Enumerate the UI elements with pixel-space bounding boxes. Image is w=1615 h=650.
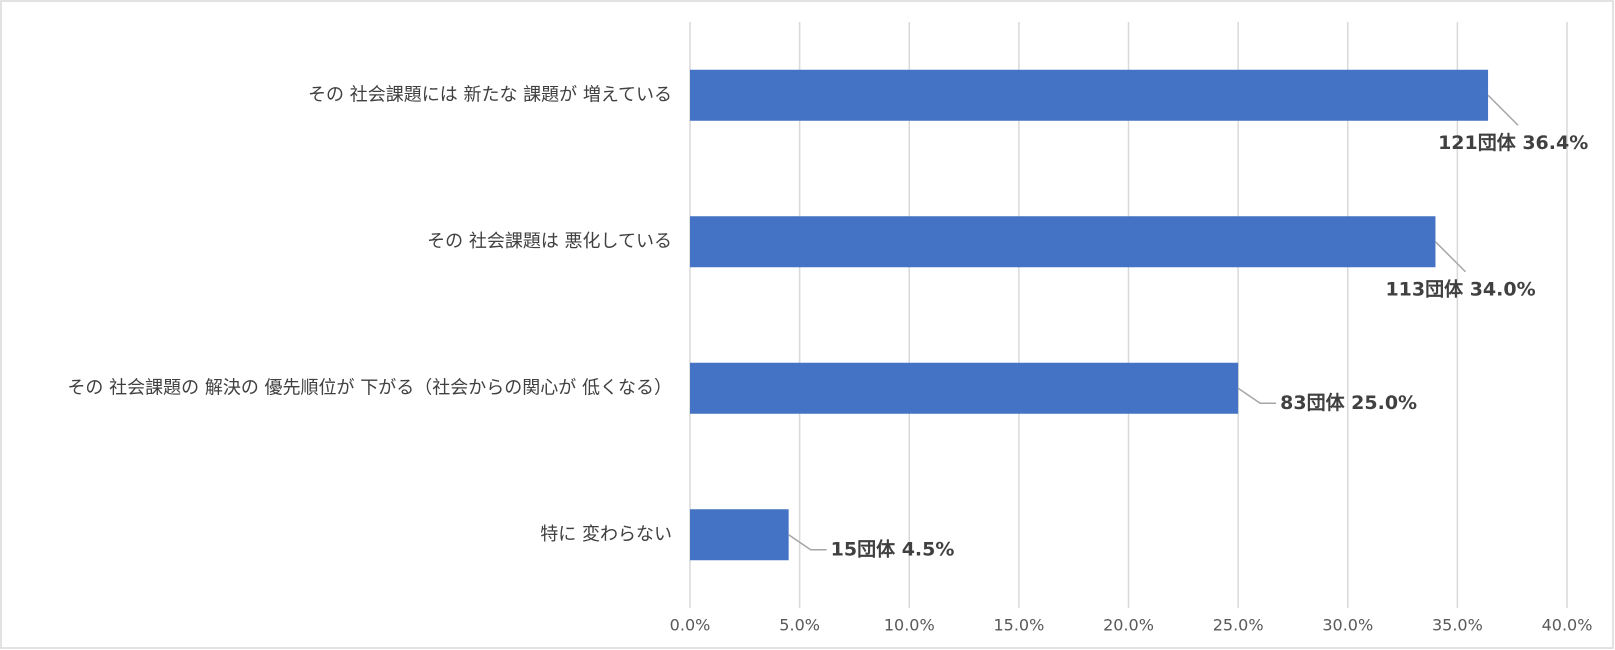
x-tick-label: 35.0% — [1432, 616, 1483, 635]
x-tick-label: 0.0% — [670, 616, 711, 635]
x-tick-label: 15.0% — [993, 616, 1044, 635]
data-label: 83団体 25.0% — [1280, 391, 1417, 414]
x-tick-label: 40.0% — [1542, 616, 1593, 635]
bar — [690, 69, 1489, 121]
x-tick-label: 25.0% — [1213, 616, 1264, 635]
data-label: 113団体 34.0% — [1385, 277, 1535, 300]
leader-line — [1237, 387, 1277, 404]
bar — [690, 509, 789, 561]
bar — [690, 362, 1239, 414]
x-tick-label: 5.0% — [779, 616, 820, 635]
data-label: 15団体 4.5% — [831, 537, 955, 560]
leader-line — [1434, 241, 1466, 273]
y-tick-label: 特に 変わらない — [540, 524, 672, 545]
x-tick-label: 10.0% — [884, 616, 935, 635]
x-tick-label: 20.0% — [1103, 616, 1154, 635]
y-tick-label: その 社会課題には 新たな 課題が 増えている — [308, 84, 672, 105]
leader-line — [788, 534, 827, 551]
data-label: 121団体 36.4% — [1438, 131, 1588, 154]
y-tick-label: その 社会課題の 解決の 優先順位が 下がる（社会からの関心が 低くなる） — [67, 377, 672, 398]
leader-line — [1487, 94, 1519, 126]
bar — [690, 216, 1436, 268]
y-tick-label: その 社会課題は 悪化している — [427, 231, 672, 252]
x-tick-label: 30.0% — [1322, 616, 1373, 635]
